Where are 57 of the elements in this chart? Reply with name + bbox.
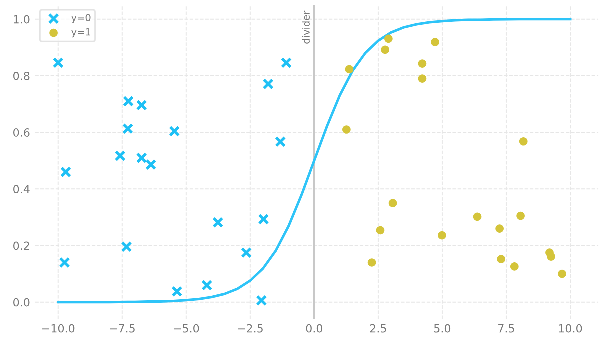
point	[418, 74, 427, 83]
point	[473, 212, 482, 222]
point	[146, 159, 157, 170]
point	[496, 224, 504, 233]
point	[497, 255, 506, 264]
x-tick-label: −2.5	[238, 324, 263, 333]
point	[212, 217, 224, 228]
y-tick-label: 0.8	[14, 72, 30, 80]
ref-line-label: divider	[302, 10, 310, 44]
point	[388, 199, 398, 208]
x-tick-label: 5.0	[434, 324, 451, 333]
x-tick-label: −7.5	[110, 324, 135, 333]
point	[376, 226, 385, 235]
point	[384, 34, 393, 44]
point	[122, 123, 134, 134]
point	[256, 295, 268, 306]
point	[59, 257, 70, 268]
point	[60, 166, 72, 178]
point	[345, 65, 354, 74]
y-tick-label: 0.2	[14, 242, 30, 250]
point	[136, 100, 148, 111]
point	[558, 270, 566, 278]
legend-label: y=0	[72, 14, 91, 24]
x-tick-label: 2.5	[370, 324, 386, 333]
x-tick-label: 7.5	[498, 324, 514, 333]
point	[114, 150, 126, 162]
point	[519, 137, 528, 146]
y-tick-label: 0.6	[14, 128, 30, 137]
x-tick-label: −10.0	[42, 324, 75, 333]
point	[136, 152, 148, 164]
point	[172, 286, 183, 298]
point	[438, 231, 446, 240]
point	[516, 212, 525, 220]
point	[280, 57, 292, 69]
point	[275, 136, 286, 148]
y-tick-label: 1.0	[14, 15, 30, 24]
x-tick-label: 10.0	[559, 324, 582, 333]
point	[262, 78, 274, 90]
point	[418, 60, 427, 68]
x-tick-label: 0.0	[306, 324, 323, 333]
point	[169, 126, 180, 137]
y-tick-label: 0.4	[14, 185, 30, 194]
point	[52, 57, 64, 69]
point	[122, 96, 134, 108]
y-tick-label: 0.0	[14, 298, 30, 307]
point	[547, 252, 556, 261]
point	[431, 38, 440, 46]
point	[342, 126, 351, 134]
point	[368, 258, 376, 267]
legend-label: y=1	[72, 28, 90, 38]
point	[381, 46, 390, 54]
point	[258, 214, 270, 226]
point	[510, 262, 519, 271]
x-tick-label: −5.0	[174, 324, 200, 333]
point	[121, 241, 132, 252]
point	[241, 247, 252, 258]
point	[202, 280, 213, 291]
